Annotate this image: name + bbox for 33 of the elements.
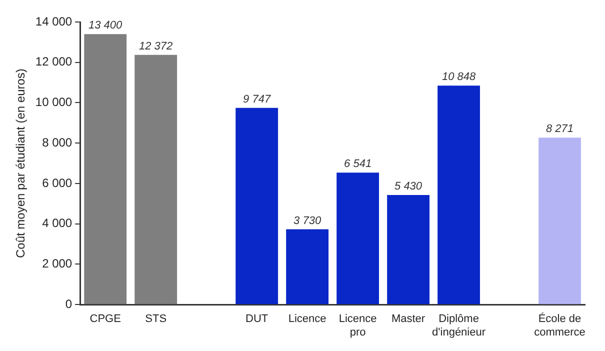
data-label: 5 430 (394, 180, 423, 193)
data-label: 12 372 (139, 40, 173, 52)
y-tick-label: 2 000 (42, 256, 72, 271)
x-tick-label: École de commerce (534, 312, 586, 338)
data-label: 9 747 (243, 93, 272, 106)
y-tick-label: 12 000 (35, 54, 72, 69)
bar (438, 86, 480, 304)
bar (134, 54, 178, 304)
data-label: 8 271 (546, 123, 574, 136)
y-tick-label: 14 000 (35, 14, 72, 28)
y-tick-label: 0 (65, 296, 72, 311)
y-tick-label: 10 000 (35, 95, 72, 110)
bar (236, 108, 278, 304)
bar (387, 194, 430, 304)
data-label: 6 541 (344, 158, 372, 170)
data-label: 10 848 (442, 71, 476, 84)
x-tick-label: Master (391, 313, 426, 326)
x-tick-label: CPGE (90, 313, 121, 326)
bar (538, 138, 581, 304)
bar (84, 34, 127, 304)
bar (286, 229, 329, 304)
y-tick-label: 8 000 (42, 135, 72, 150)
x-tick-label: DUT (246, 313, 268, 326)
y-axis-title: Coût moyen par étudiant (en euros) (14, 68, 28, 258)
x-tick-label: STS (145, 313, 167, 326)
data-label: 3 730 (294, 214, 322, 227)
y-tick-label: 6 000 (42, 176, 72, 190)
x-tick-label: Diplôme d'ingénieur (432, 313, 486, 338)
y-tick-label: 4 000 (42, 216, 72, 230)
x-tick-label: Licence (288, 313, 326, 326)
x-tick-label: Licence pro (338, 313, 377, 338)
bar (336, 172, 379, 304)
data-label: 13 400 (88, 20, 124, 32)
